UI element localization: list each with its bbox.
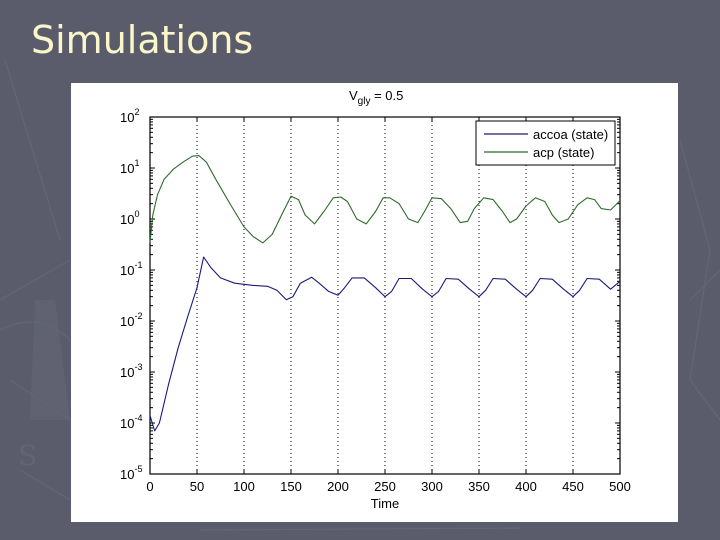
legend-entry: acp (state)	[533, 145, 594, 160]
series-line-accoa	[149, 256, 621, 432]
svg-text:10-5: 10-5	[120, 464, 142, 482]
chart-title: Vgly = 0.5	[349, 88, 403, 107]
svg-text:101: 101	[120, 158, 139, 176]
svg-text:102: 102	[120, 107, 139, 125]
svg-text:350: 350	[468, 479, 490, 494]
matlab-figure: Vgly = 0.5 0 50 100 150 200 250 300 350 400 450 500…	[71, 83, 678, 522]
svg-text:50: 50	[190, 479, 204, 494]
svg-text:100: 100	[120, 209, 139, 227]
svg-text:S: S	[18, 439, 37, 472]
svg-text:300: 300	[421, 479, 443, 494]
x-axis-label: Time	[371, 496, 399, 511]
axes-frame	[149, 116, 621, 475]
slide-title: Simulations	[31, 18, 254, 62]
legend-entry: accoa (state)	[533, 127, 608, 142]
svg-text:10-1: 10-1	[120, 260, 142, 278]
svg-text:250: 250	[374, 479, 396, 494]
svg-text:500: 500	[609, 479, 631, 494]
svg-text:10-2: 10-2	[120, 311, 142, 329]
series-line-acp	[149, 155, 621, 244]
line-chart: Vgly = 0.5 0 50 100 150 200 250 300 350 400 450 500…	[120, 88, 631, 511]
svg-text:100: 100	[233, 479, 255, 494]
svg-text:150: 150	[280, 479, 302, 494]
legend: accoa (state) acp (state)	[475, 120, 616, 166]
svg-text:10-3: 10-3	[120, 362, 142, 380]
svg-text:0: 0	[146, 479, 153, 494]
svg-text:10-4: 10-4	[120, 413, 142, 431]
x-grid	[196, 117, 574, 474]
x-tick-labels: 0 50 100 150 200 250 300 350 400 450 500	[146, 479, 630, 494]
svg-text:200: 200	[327, 479, 349, 494]
y-tick-labels: 102 101 100 10-1 10-2 10-3 10-4 10-5	[120, 107, 142, 482]
svg-text:450: 450	[562, 479, 584, 494]
axis-ticks	[149, 117, 621, 475]
svg-text:400: 400	[515, 479, 537, 494]
